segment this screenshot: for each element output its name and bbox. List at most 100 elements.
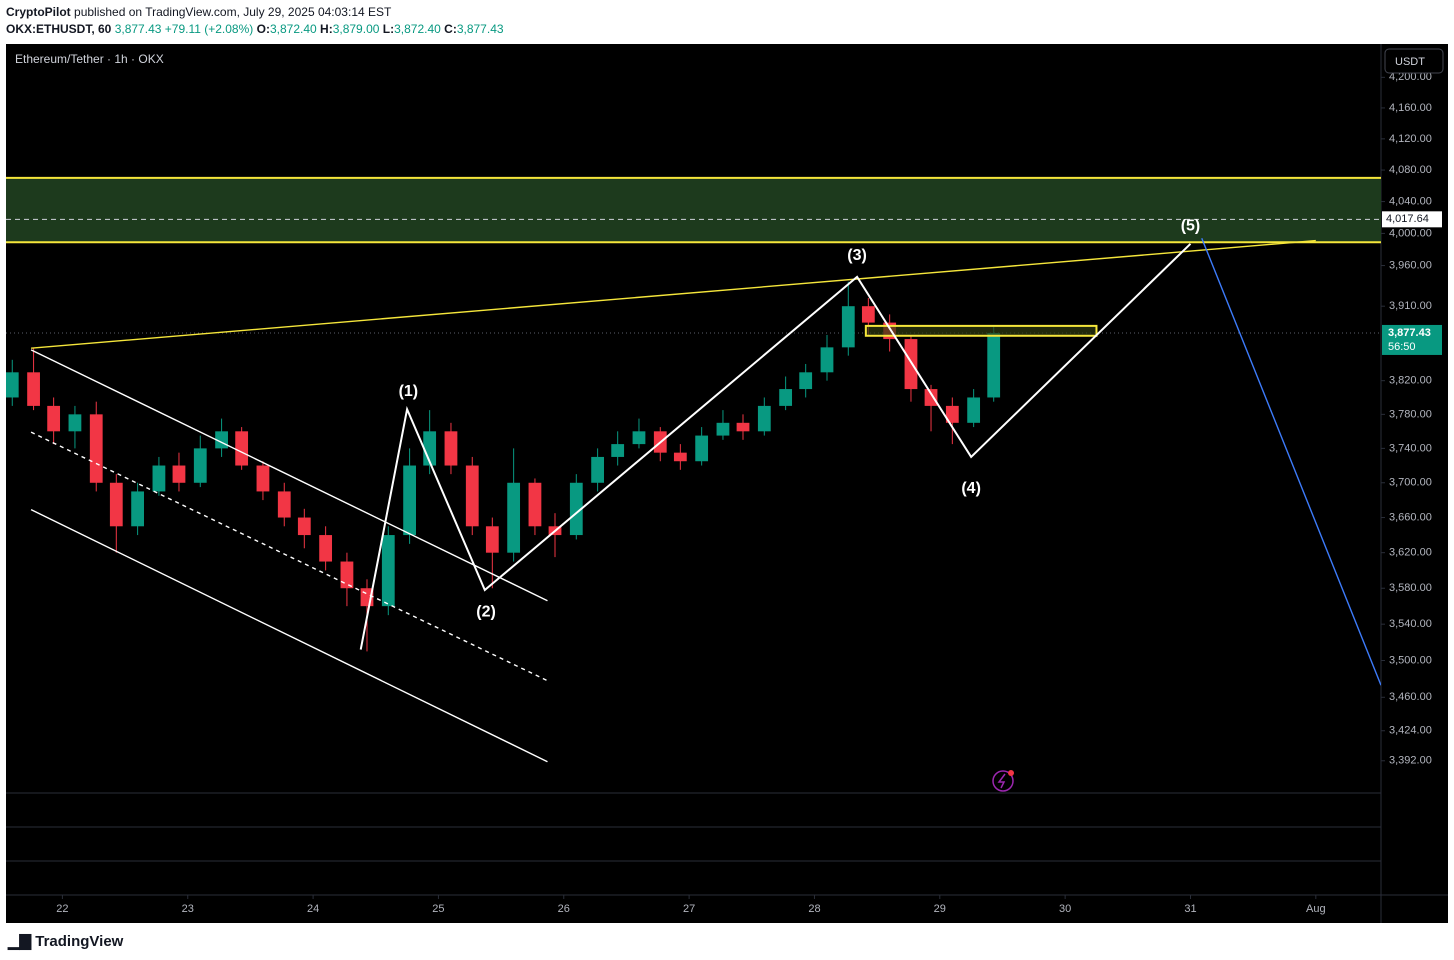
wave-label: (1) [399, 383, 419, 400]
y-tick-label: 3,700.00 [1389, 477, 1432, 489]
x-tick-label: 22 [56, 903, 68, 915]
alert-icon [992, 770, 1014, 792]
candle-body [716, 422, 730, 436]
candle-body [6, 372, 19, 398]
logo-mark: ▁▇ [8, 933, 36, 950]
candle-body [611, 444, 625, 457]
candle-body [68, 414, 82, 432]
currency-label[interactable]: USDT [1395, 56, 1425, 68]
candle-body [423, 431, 437, 466]
candle-body [485, 526, 499, 553]
currency-button [1384, 48, 1444, 74]
chart-bg [6, 44, 1448, 923]
pane-legend: Ethereum/Tether · 1h · OKX [15, 52, 164, 66]
candle-body [987, 332, 1001, 398]
c-val: 3,877.43 [456, 22, 504, 36]
candle-body [528, 482, 542, 527]
candle-body [47, 405, 61, 432]
plot: (1) (2) (3) (4) (5) [6, 176, 1381, 763]
h-label: H: [320, 22, 333, 36]
candle-body [673, 452, 687, 462]
header-line2: OKX:ETHUSDT, 60 3,877.43 +79.11 (+2.08%)… [6, 21, 504, 38]
change: +79.11 (+2.08%) [164, 22, 254, 36]
candle-body [172, 465, 186, 483]
published: published on TradingView.com, July 29, 2… [74, 5, 392, 19]
candle-body [924, 389, 938, 406]
wave-label: (4) [961, 480, 981, 497]
candle-body [757, 405, 771, 432]
wave-label: (5) [1181, 217, 1201, 234]
candle-body [632, 431, 646, 445]
candle-body [193, 448, 207, 483]
drawing-line [30, 509, 548, 763]
drawing-line [30, 349, 548, 602]
wave-label: (2) [476, 604, 496, 621]
zone [6, 177, 1381, 243]
chart: Ethereum/Tether · 1h · OKX (1)(2)(3)(4)(… [6, 44, 1448, 923]
candle-body [235, 431, 249, 466]
y-tick-label: 4,200.00 [1389, 71, 1432, 83]
candle-body [131, 491, 145, 527]
header: CryptoPilot published on TradingView.com… [6, 4, 504, 38]
candle-body [444, 431, 458, 466]
x-tick-label: 25 [432, 903, 444, 915]
candle-body [507, 482, 521, 553]
x-tick-label: 24 [307, 903, 319, 915]
candle-body [340, 561, 354, 589]
y-tick-label: 4,080.00 [1389, 164, 1432, 176]
x-tick-label: 23 [182, 903, 194, 915]
drawing-line [359, 243, 1192, 650]
x-tick-label: Aug [1306, 903, 1326, 915]
x-tick-label: 30 [1059, 903, 1071, 915]
y-tick-label: 4,120.00 [1389, 133, 1432, 145]
x-tick-label: 27 [683, 903, 695, 915]
candle-body [109, 482, 123, 527]
header-line1: CryptoPilot published on TradingView.com… [6, 4, 504, 21]
countdown: 56:50 [1388, 341, 1416, 353]
candle-body [403, 465, 416, 536]
l-val: 3,872.40 [394, 22, 441, 36]
price-label: 3,877.43 [1388, 327, 1431, 339]
box [864, 324, 1098, 337]
drawing-line [31, 239, 1316, 349]
y-tick-label: 3,620.00 [1389, 547, 1432, 559]
x-tick-label: 31 [1184, 903, 1196, 915]
candle-body [319, 535, 333, 562]
footer-logo: ▁▇ TradingView [8, 932, 123, 950]
y-tick-label: 3,460.00 [1389, 691, 1432, 703]
y-tick-label: 3,910.00 [1389, 300, 1432, 312]
y-tick-label: 4,040.00 [1389, 195, 1432, 207]
o-label: O: [256, 22, 270, 36]
x-tick-label: 28 [808, 903, 820, 915]
candle-body [967, 397, 981, 423]
y-tick-label: 3,820.00 [1389, 375, 1432, 387]
candle-body [591, 456, 605, 483]
candle-body [297, 517, 311, 536]
candle-body [27, 372, 40, 406]
y-tick-label: 3,500.00 [1389, 654, 1432, 666]
candle-body [256, 465, 270, 492]
l-label: L: [382, 22, 395, 36]
y-tick-label: 3,660.00 [1389, 511, 1432, 523]
candle-body [820, 347, 834, 373]
candle-body [695, 435, 709, 462]
y-tick-label: 4,000.00 [1389, 227, 1432, 239]
y-tick-label: 3,740.00 [1389, 442, 1432, 454]
candle-body [779, 389, 793, 406]
candle-body [381, 535, 395, 607]
h-val: 3,879.00 [332, 22, 380, 36]
candle-body [465, 465, 479, 527]
x-tick-label: 29 [934, 903, 946, 915]
y-tick-label: 3,580.00 [1389, 582, 1432, 594]
o-val: 3,872.40 [269, 22, 317, 36]
logo-text: TradingView [35, 933, 124, 950]
candle-body [89, 414, 103, 483]
wave-label: (3) [847, 247, 867, 264]
y-tick-label: 3,540.00 [1389, 618, 1432, 630]
candle-body [569, 482, 583, 536]
price-tag [1382, 324, 1442, 355]
candle-body [945, 405, 959, 423]
y-tick-label: 3,392.00 [1389, 755, 1432, 767]
level-tag [1382, 211, 1442, 228]
